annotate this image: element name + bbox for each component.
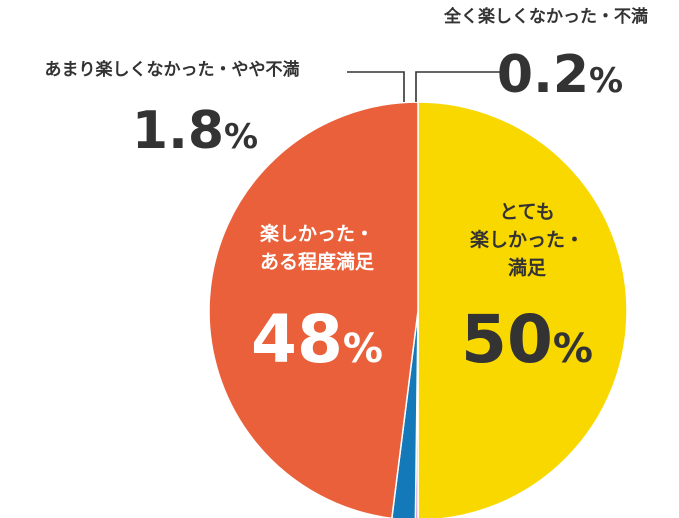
slice-label-3-line-1: ある程度満足	[260, 250, 375, 273]
slice-value-2: 1.8%	[132, 101, 258, 161]
slice-value-1: 0.2%	[497, 45, 623, 105]
pie-slices	[208, 101, 628, 518]
slice-label-2-line-0: あまり楽しくなかった・やや不満	[45, 59, 300, 80]
slice-label-0-line-0: とても	[499, 201, 554, 223]
slice-label-1-line-0: 全く楽しくなかった・不満	[443, 6, 648, 27]
slice-label-0-line-1: 楽しかった・	[470, 228, 584, 251]
leader-line-2	[347, 71, 405, 102]
pie-slice-0	[417, 101, 628, 518]
slice-value-0: 50%	[461, 301, 593, 378]
pie-slice-3	[208, 101, 419, 518]
slice-label-3-line-0: 楽しかった・	[260, 222, 374, 245]
leader-lines	[347, 71, 500, 102]
slice-value-3: 48%	[251, 301, 383, 378]
slice-labels: とても楽しかった・満足50%全く楽しくなかった・不満0.2%あまり楽しくなかった…	[45, 6, 649, 378]
slice-label-0-line-2: 満足	[508, 257, 547, 279]
leader-line-1	[415, 71, 500, 102]
